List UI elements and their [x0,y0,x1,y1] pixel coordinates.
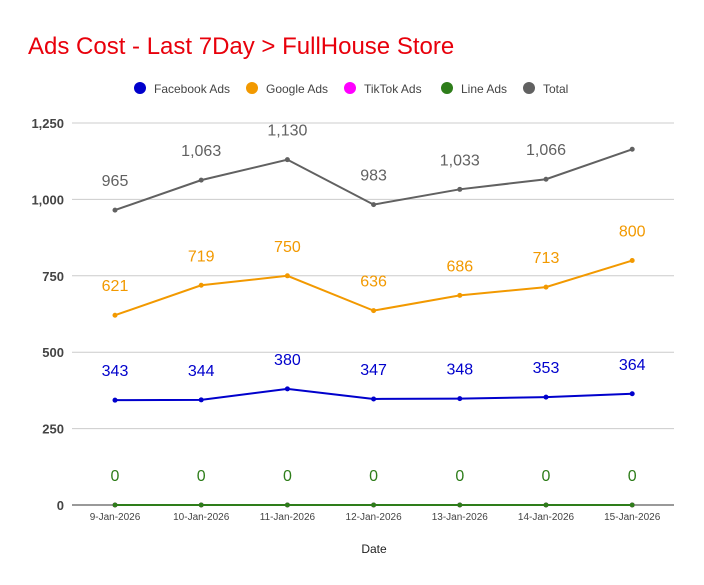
data-label: 621 [102,278,129,295]
data-point [457,186,463,192]
x-tick-label: 10-Jan-2026 [173,512,230,523]
y-tick-label: 0 [57,498,64,513]
legend-marker [441,82,453,94]
data-label: 719 [188,248,215,265]
data-label: 344 [188,363,215,380]
legend-item[interactable]: Facebook Ads [134,82,230,96]
data-label: 0 [455,468,464,485]
data-point [629,258,635,264]
data-label: 1,130 [267,123,307,140]
x-axis: 9-Jan-2026 10-Jan-2026 11-Jan-2026 12-Jan-2… [90,512,661,523]
data-point [371,396,377,402]
series-layer [112,146,635,508]
data-label: 380 [274,352,301,369]
y-tick-label: 250 [42,422,64,437]
data-label: 353 [533,360,560,377]
data-label: 713 [533,250,560,267]
x-tick-label: 13-Jan-2026 [432,512,489,523]
data-label: 0 [197,468,206,485]
legend[interactable]: Facebook Ads Google Ads TikTok Ads Line Ads… [134,82,568,96]
data-point [629,146,635,152]
y-axis: 0 250 500 750 1,000 1,250 [31,116,64,513]
data-point [284,273,290,279]
data-label: 0 [542,468,551,485]
legend-label: Facebook Ads [154,82,230,96]
data-label: 1,063 [181,143,221,160]
y-tick-label: 500 [42,345,64,360]
legend-item[interactable]: TikTok Ads [344,82,422,96]
data-label: 0 [628,468,637,485]
data-point [284,157,290,163]
x-tick-label: 12-Jan-2026 [346,512,403,523]
legend-label: Line Ads [461,82,507,96]
data-point [543,394,549,400]
x-tick-label: 15-Jan-2026 [604,512,661,523]
data-point [543,502,549,508]
y-tick-label: 750 [42,269,64,284]
data-point [543,176,549,182]
data-point [457,292,463,298]
data-label: 965 [102,173,129,190]
x-tick-label: 9-Jan-2026 [90,512,141,523]
legend-marker [246,82,258,94]
data-point [371,308,377,314]
data-point [198,397,204,403]
data-point [543,284,549,290]
legend-item[interactable]: Total [523,82,568,96]
legend-item[interactable]: Line Ads [441,82,507,96]
data-label: 0 [283,468,292,485]
data-label: 800 [619,224,646,241]
data-point [112,397,118,403]
legend-item[interactable]: Google Ads [246,82,328,96]
x-tick-label: 14-Jan-2026 [518,512,575,523]
data-point [457,502,463,508]
data-label: 0 [369,468,378,485]
y-tick-label: 1,000 [31,192,64,207]
data-point [112,312,118,318]
data-label: 636 [360,274,387,291]
data-label: 347 [360,362,387,379]
data-point [198,502,204,508]
data-point [457,396,463,402]
legend-marker [523,82,535,94]
data-point [284,502,290,508]
data-point [371,502,377,508]
data-point [629,391,635,397]
data-labels-layer: 343 344 380 347 348 353 364 621 719 750 636 686 713 8… [102,123,646,485]
y-tick-label: 1,250 [31,116,64,131]
data-label: 1,066 [526,142,566,159]
data-label: 343 [102,363,129,380]
chart-title: Ads Cost - Last 7Day > FullHouse Store [28,33,454,60]
data-label: 686 [446,258,473,275]
data-point [112,502,118,508]
data-label: 348 [446,362,473,379]
data-point [198,177,204,183]
legend-label: Total [543,82,568,96]
data-point [198,282,204,288]
data-label: 983 [360,168,387,185]
data-point [371,202,377,208]
legend-marker [344,82,356,94]
data-point [112,207,118,213]
x-tick-label: 11-Jan-2026 [260,512,316,523]
legend-label: TikTok Ads [364,82,422,96]
legend-label: Google Ads [266,82,328,96]
data-point [629,502,635,508]
data-label: 750 [274,239,301,256]
x-axis-label: Date [361,542,387,556]
data-label: 1,033 [440,152,480,169]
legend-marker [134,82,146,94]
data-label: 0 [111,468,120,485]
data-point [284,386,290,392]
data-label: 364 [619,357,646,374]
